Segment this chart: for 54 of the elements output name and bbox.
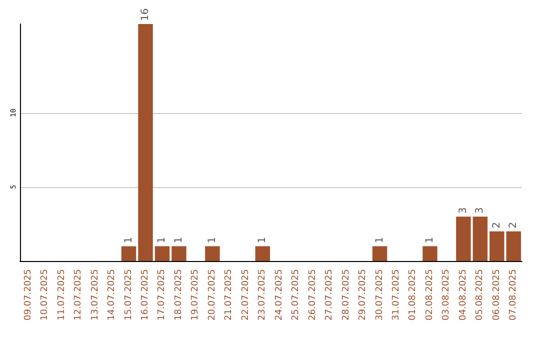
x-tick-label: 14.07.2025 [107, 269, 118, 321]
x-tick-label: 28.07.2025 [341, 269, 352, 321]
x-tick-label: 20.07.2025 [207, 269, 218, 321]
x-tick-label: 04.08.2025 [458, 269, 468, 321]
x-tick-label: 19.07.2025 [190, 269, 201, 321]
data-label: 1 [374, 236, 386, 244]
x-tick-label: 21.07.2025 [224, 269, 234, 321]
data-label: 16 [140, 8, 151, 21]
data-label: 1 [173, 236, 184, 244]
x-tick-label: 29.07.2025 [358, 269, 368, 321]
bar [472, 216, 488, 261]
x-tick-label: 17.07.2025 [157, 269, 168, 321]
x-tick-label: 12.07.2025 [74, 269, 84, 321]
x-tick-label: 03.08.2025 [442, 269, 452, 321]
x-tick-label: 25.07.2025 [291, 269, 302, 321]
x-tick-label: 31.07.2025 [392, 269, 402, 321]
bar [456, 216, 471, 261]
bar [490, 231, 504, 261]
data-label: 3 [458, 207, 469, 214]
bar [154, 246, 170, 261]
x-tick-label: 13.07.2025 [90, 269, 100, 321]
x-tick-label: 22.07.2025 [240, 269, 251, 321]
bar [422, 246, 438, 261]
x-tick-label: 27.07.2025 [324, 269, 335, 321]
data-label: 3 [474, 207, 486, 214]
x-tick-label: 15.07.2025 [124, 269, 134, 321]
data-label: 1 [206, 236, 218, 244]
x-tick-label: 07.08.2025 [508, 269, 519, 321]
bar [172, 246, 186, 261]
x-tick-label: 11.07.2025 [56, 269, 67, 321]
data-label: 2 [508, 222, 520, 228]
data-label: 1 [123, 236, 134, 244]
x-tick-label: 09.07.2025 [23, 269, 34, 321]
x-tick-label: 01.08.2025 [408, 269, 418, 321]
bar [138, 24, 153, 261]
data-label: 1 [156, 236, 168, 244]
data-label: 2 [491, 222, 502, 228]
bar [255, 246, 270, 261]
bar [372, 246, 388, 261]
x-tick-label: 06.08.2025 [492, 269, 502, 321]
bar [506, 231, 521, 261]
x-tick-label: 26.07.2025 [308, 269, 318, 321]
data-label: 1 [257, 236, 268, 244]
x-tick-label: 24.07.2025 [274, 269, 284, 321]
x-tick-label: 10.07.2025 [40, 269, 50, 321]
x-tick-label: 02.08.2025 [424, 269, 435, 321]
data-label: 1 [424, 236, 436, 244]
x-tick-label: 16.07.2025 [140, 269, 150, 321]
bar [205, 246, 220, 261]
x-tick-label: 18.07.2025 [174, 269, 184, 321]
bar [121, 246, 136, 261]
x-tick-label: 23.07.2025 [258, 269, 268, 321]
x-tick-label: 05.08.2025 [475, 269, 486, 321]
x-tick-label: 30.07.2025 [374, 269, 385, 321]
